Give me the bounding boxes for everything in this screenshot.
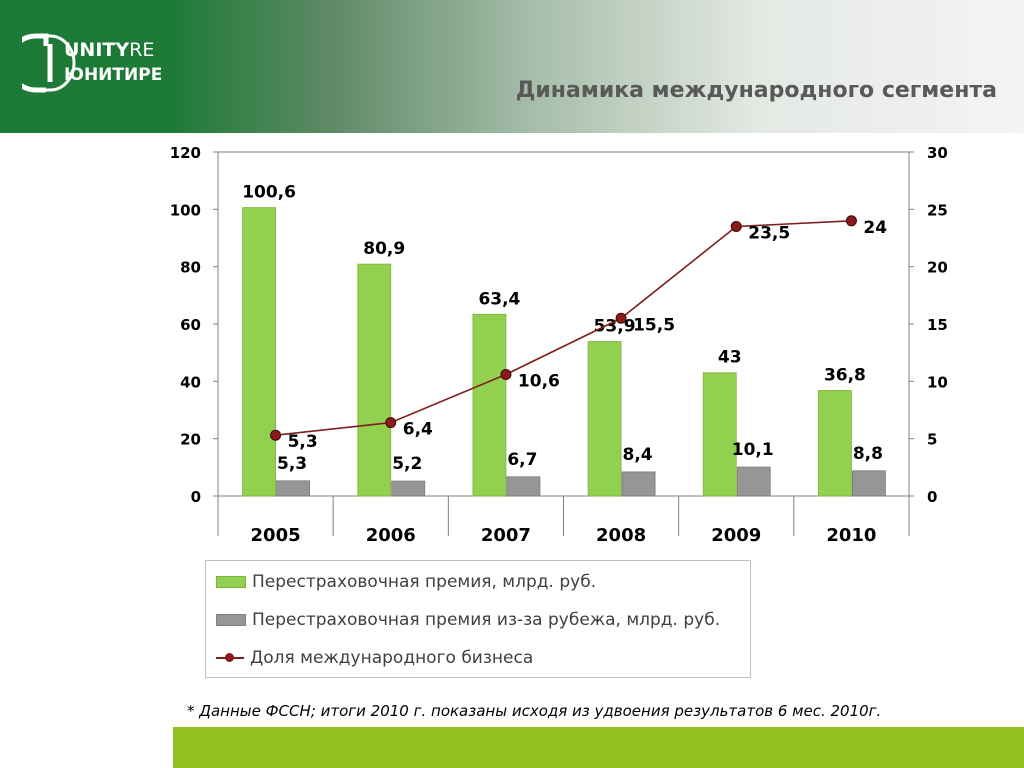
bar-foreign-premium-label: 5,2 [392,454,422,474]
y-left-tick-label: 80 [180,259,201,277]
y-left-tick-label: 100 [170,201,201,219]
svg-text:UNITYRE: UNITYRE [64,39,154,61]
line-point [385,417,397,429]
y-right-tick-label: 5 [927,431,937,449]
y-left-tick-label: 120 [170,144,201,162]
logo-line1: UNITY [64,39,129,61]
y-right-tick-label: 25 [927,201,948,219]
legend-label: Перестраховочная премия, млрд. руб. [252,572,597,592]
bar-foreign-premium-label: 6,7 [507,450,537,470]
footer-bar [173,727,1024,768]
legend-swatch-gray [216,614,246,626]
line-point-label: 23,5 [748,224,790,244]
chart-legend: Перестраховочная премия, млрд. руб. Пере… [205,560,751,678]
plot-area [217,151,910,497]
y-left-tick-label: 0 [191,488,201,506]
x-tick-label: 2008 [596,525,646,546]
x-tick-label: 2009 [711,525,761,546]
legend-item-foreign-premium: Перестраховочная премия из-за рубежа, мл… [206,608,720,632]
logo-line2: ЮНИТИ [64,65,138,85]
chart: 0 20 40 60 80 100 120 0 5 10 15 20 25 30 100,6 5,3 2005 8… [170,144,948,546]
line-point-label: 6,4 [403,420,433,440]
unity-re-logo: UNITYRE ЮНИТИРЕ [22,33,162,93]
bar-premium [818,390,852,497]
y-left-tick-label: 20 [180,431,201,449]
line-point-label: 5,3 [288,432,318,452]
bar-premium [702,372,737,497]
bar-premium-label: 36,8 [824,366,866,386]
footnote: * Данные ФССН; итоги 2010 г. показаны ис… [187,702,882,720]
bar-premium [242,207,276,497]
bar-premium [472,313,507,497]
line-point [270,429,282,441]
line-international-share [275,220,852,437]
bar-premium-label: 53,9 [594,316,636,336]
bar-premium-label: 100,6 [242,183,296,203]
bar-premium [587,341,622,497]
bar-foreign-premium [852,470,886,497]
bar-foreign-premium [506,476,541,497]
logo-line2-suffix: РЕ [138,65,162,85]
line-point [500,368,512,380]
bar-premium-label: 43 [718,348,742,368]
line-point-label: 10,6 [518,371,560,391]
y-right-tick-label: 10 [927,373,948,391]
bar-foreign-premium [276,480,310,497]
header-banner: UNITYRE ЮНИТИРЕ Динамика международного … [0,0,1024,133]
bar-foreign-premium-label: 5,3 [277,454,307,474]
legend-item-premium: Перестраховочная премия, млрд. руб. [206,570,596,594]
legend-line-marker-icon [216,653,244,663]
legend-label: Перестраховочная премия из-за рубежа, мл… [252,610,721,630]
svg-text:ЮНИТИРЕ: ЮНИТИРЕ [64,65,162,85]
line-point-label: 15,5 [633,315,675,335]
bar-foreign-premium-label: 8,4 [623,445,653,465]
y-right-tick-label: 30 [927,144,948,162]
bar-foreign-premium [621,471,656,497]
y-left-tick-label: 60 [180,316,201,334]
legend-swatch-green [216,576,246,588]
y-left-tick-label: 40 [180,373,201,391]
y-right-tick-label: 15 [927,316,948,334]
line-point [730,221,742,233]
line-point [845,215,857,227]
x-tick-label: 2006 [366,525,416,546]
legend-item-share: Доля международного бизнеса [206,646,533,670]
x-tick-label: 2005 [251,525,301,546]
x-tick-label: 2007 [481,525,531,546]
y-right-tick-label: 20 [927,259,948,277]
logo-emblem-icon [22,33,76,93]
page-title: Динамика международного сегмента [515,78,997,103]
logo-line1-suffix: RE [129,39,154,61]
bar-foreign-premium [736,466,771,497]
bar-foreign-premium-label: 10,1 [732,440,774,460]
bar-premium [357,263,392,497]
y-right-tick-label: 0 [927,488,937,506]
line-point-label: 24 [863,218,887,238]
x-tick-label: 2010 [826,525,876,546]
bar-foreign-premium-label: 8,8 [853,444,883,464]
bar-premium-label: 80,9 [363,239,405,259]
bar-premium-label: 63,4 [478,289,520,309]
line-point [615,312,627,324]
bar-foreign-premium [391,480,426,497]
legend-label: Доля международного бизнеса [250,648,534,668]
